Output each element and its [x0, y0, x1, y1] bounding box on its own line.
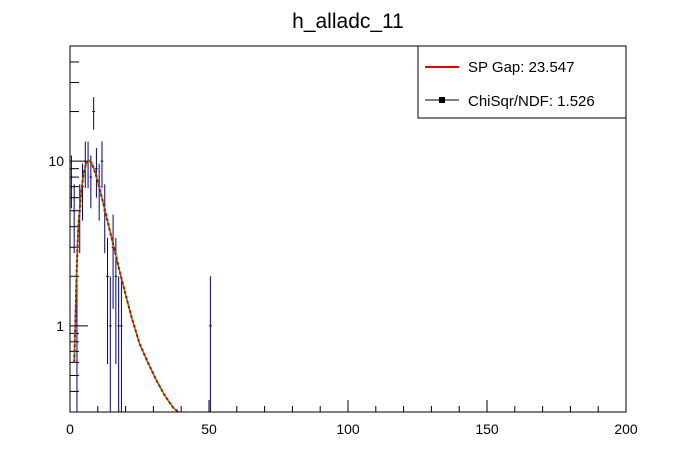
- data-point: [120, 276, 123, 412]
- fit-series: [73, 159, 180, 413]
- data-point: [89, 155, 93, 209]
- legend-label-sp-gap: SP Gap: 23.547: [468, 59, 574, 76]
- x-tick-label: 200: [614, 421, 638, 437]
- data-point: [103, 184, 107, 254]
- data-point: [92, 97, 96, 130]
- axis-ticks: 0 50 100 150 200 1 10: [48, 45, 638, 437]
- legend-square-marker-icon: [439, 97, 445, 103]
- data-point: [106, 238, 109, 365]
- legend-box: [417, 45, 627, 119]
- data-point: [95, 148, 98, 198]
- data-point: [111, 214, 115, 309]
- plot-frame: [69, 45, 627, 413]
- chart-title: h_alladc_11: [292, 10, 404, 33]
- data-point: [100, 141, 104, 189]
- data-point: [72, 184, 76, 254]
- fit-total-curve: [73, 159, 180, 413]
- data-point: [209, 276, 212, 412]
- x-tick-label: 0: [66, 421, 74, 437]
- data-point: [117, 276, 121, 412]
- legend: SP Gap: 23.547 ChiSqr/NDF: 1.526: [417, 45, 627, 119]
- y-tick-label: 1: [56, 318, 64, 334]
- x-tick-label: 100: [336, 421, 360, 437]
- fit-component-curve: [73, 159, 179, 413]
- y-tick-label: 10: [48, 153, 64, 169]
- x-tick-label: 50: [201, 421, 217, 437]
- legend-label-chisqr: ChiSqr/NDF: 1.526: [468, 93, 595, 110]
- x-tick-label: 150: [475, 421, 499, 437]
- data-series: [70, 97, 212, 412]
- data-point: [108, 276, 112, 412]
- data-point: [86, 141, 90, 189]
